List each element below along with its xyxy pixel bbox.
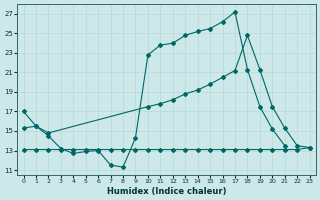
X-axis label: Humidex (Indice chaleur): Humidex (Indice chaleur) [107,187,226,196]
